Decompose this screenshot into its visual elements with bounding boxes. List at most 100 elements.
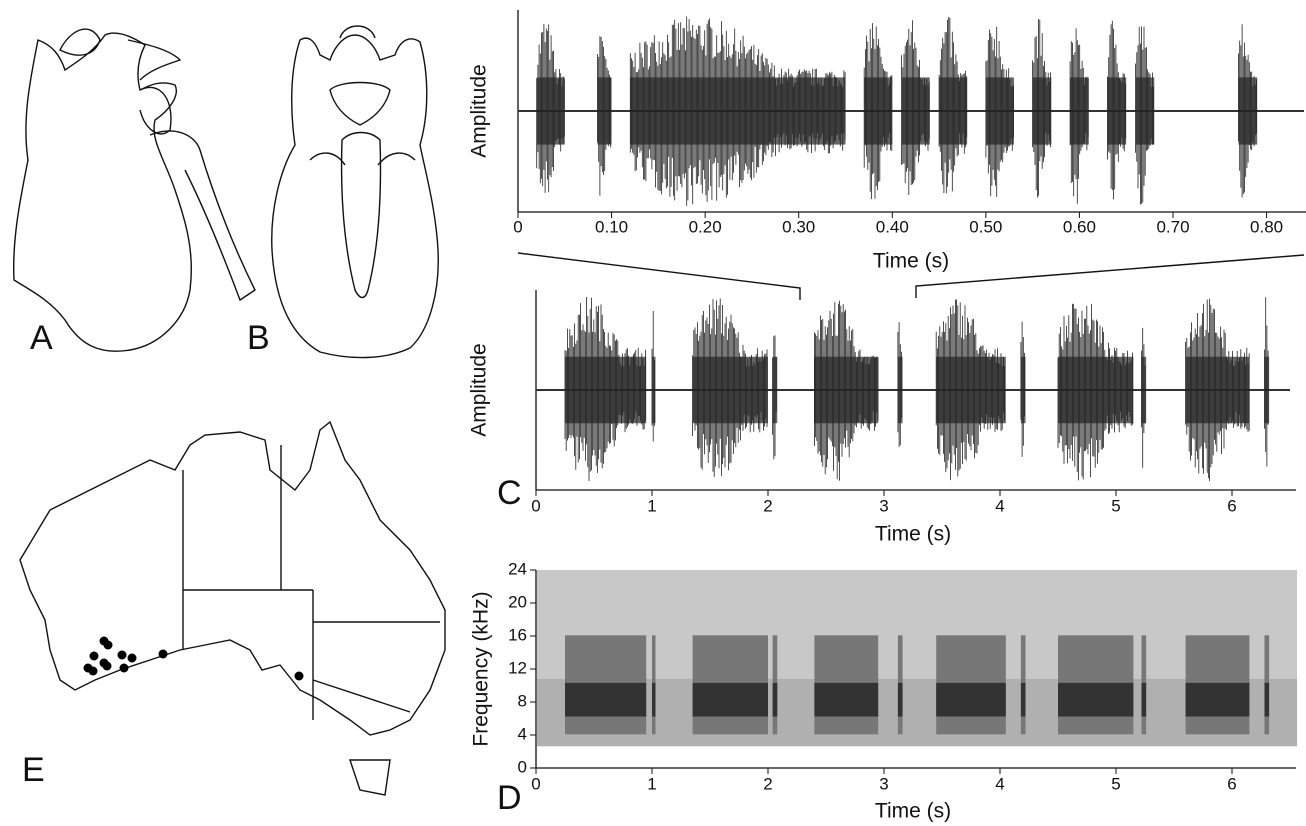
panel-label: C — [497, 474, 522, 512]
burst — [651, 311, 656, 442]
burst-core — [772, 356, 778, 424]
burst — [772, 335, 778, 460]
burst-core — [897, 682, 903, 717]
burst-core — [1141, 682, 1147, 717]
spectrogram-low-noise — [537, 678, 1297, 747]
x-tick-label: 0.60 — [1063, 217, 1096, 236]
burst-core — [936, 356, 1006, 424]
burst-core — [1058, 356, 1134, 424]
zoom-connector — [517, 252, 1305, 300]
x-tick-label: 6 — [1227, 496, 1236, 515]
burst — [1238, 24, 1258, 198]
y-axis-label: Amplitude — [468, 343, 491, 436]
burst — [1264, 635, 1270, 735]
burst — [935, 299, 1006, 481]
burst-core — [1141, 356, 1147, 424]
burst — [1069, 28, 1089, 204]
burst — [536, 24, 565, 193]
burst-core — [565, 682, 647, 717]
x-tick-label: 1 — [647, 496, 656, 515]
burst — [1185, 635, 1250, 735]
burst-core — [692, 682, 768, 717]
burst — [1058, 635, 1134, 735]
burst — [1107, 20, 1127, 200]
burst — [1141, 327, 1147, 468]
burst-core — [1238, 77, 1258, 145]
burst — [652, 635, 656, 735]
x-tick-label: 0.30 — [782, 217, 815, 236]
x-tick-label: 0 — [531, 774, 540, 793]
y-tick-label: 20 — [508, 592, 527, 611]
y-tick-label: 16 — [508, 625, 527, 644]
burst-core — [652, 682, 656, 717]
burst-core — [985, 77, 1014, 145]
burst — [564, 297, 647, 481]
burst — [692, 298, 768, 477]
burst — [863, 23, 893, 199]
y-tick-label: 4 — [518, 724, 527, 743]
burst-core — [597, 77, 612, 145]
burst — [901, 20, 930, 195]
burst — [985, 26, 1014, 197]
burst — [772, 635, 778, 735]
burst-core — [1058, 682, 1134, 717]
burst-core — [692, 356, 768, 424]
y-tick-label: 12 — [508, 658, 527, 677]
x-tick-label: 4 — [995, 774, 1004, 793]
burst-core — [1107, 77, 1127, 145]
burst-core — [864, 77, 893, 145]
x-tick-label: 1 — [647, 774, 656, 793]
y-tick-label: 24 — [508, 559, 527, 578]
burst — [597, 36, 612, 196]
burst — [897, 322, 903, 447]
panel-label: E — [22, 751, 45, 789]
burst — [938, 17, 968, 194]
burst — [565, 635, 647, 735]
x-tick-label: 0.70 — [1156, 217, 1189, 236]
x-tick-label: 4 — [995, 496, 1004, 515]
x-tick-label: 0.10 — [595, 217, 628, 236]
panel-label: A — [30, 319, 53, 357]
panel-label: D — [497, 779, 522, 817]
burst — [629, 16, 846, 206]
y-axis-label: Amplitude — [468, 64, 491, 157]
burst — [1032, 19, 1052, 198]
burst-core — [814, 356, 879, 424]
burst — [897, 635, 903, 735]
burst-core — [1264, 356, 1270, 424]
burst-core — [652, 356, 656, 424]
y-tick-label: 0 — [518, 757, 527, 776]
burst — [1135, 26, 1155, 205]
burst — [1264, 297, 1270, 467]
illustration-a — [13, 28, 256, 352]
y-tick-label: 8 — [518, 691, 527, 710]
burst-core — [814, 682, 879, 717]
burst-core — [1185, 682, 1250, 717]
burst-core — [897, 356, 903, 424]
burst-core — [1135, 77, 1155, 145]
burst-core — [901, 77, 930, 145]
x-tick-label: 0.40 — [876, 217, 909, 236]
panel-label: B — [247, 319, 270, 357]
burst — [1185, 298, 1250, 482]
x-tick-label: 3 — [879, 774, 888, 793]
burst-core — [1032, 77, 1052, 145]
burst-core — [630, 77, 846, 145]
burst — [1020, 321, 1026, 457]
burst-core — [1020, 682, 1026, 717]
x-tick-label: 0 — [513, 217, 522, 236]
burst — [1020, 635, 1026, 735]
burst-core — [1264, 682, 1270, 717]
burst-core — [536, 77, 565, 145]
burst-core — [1020, 356, 1026, 424]
x-axis-label: Time (s) — [875, 523, 951, 546]
burst — [692, 635, 768, 735]
locality-dots — [83, 636, 304, 681]
x-tick-label: 2 — [763, 496, 772, 515]
burst — [814, 300, 879, 481]
x-tick-label: 0.20 — [689, 217, 722, 236]
x-tick-label: 0 — [531, 496, 540, 515]
y-axis-label: Frequency (kHz) — [470, 591, 493, 746]
burst-core — [1070, 77, 1089, 145]
